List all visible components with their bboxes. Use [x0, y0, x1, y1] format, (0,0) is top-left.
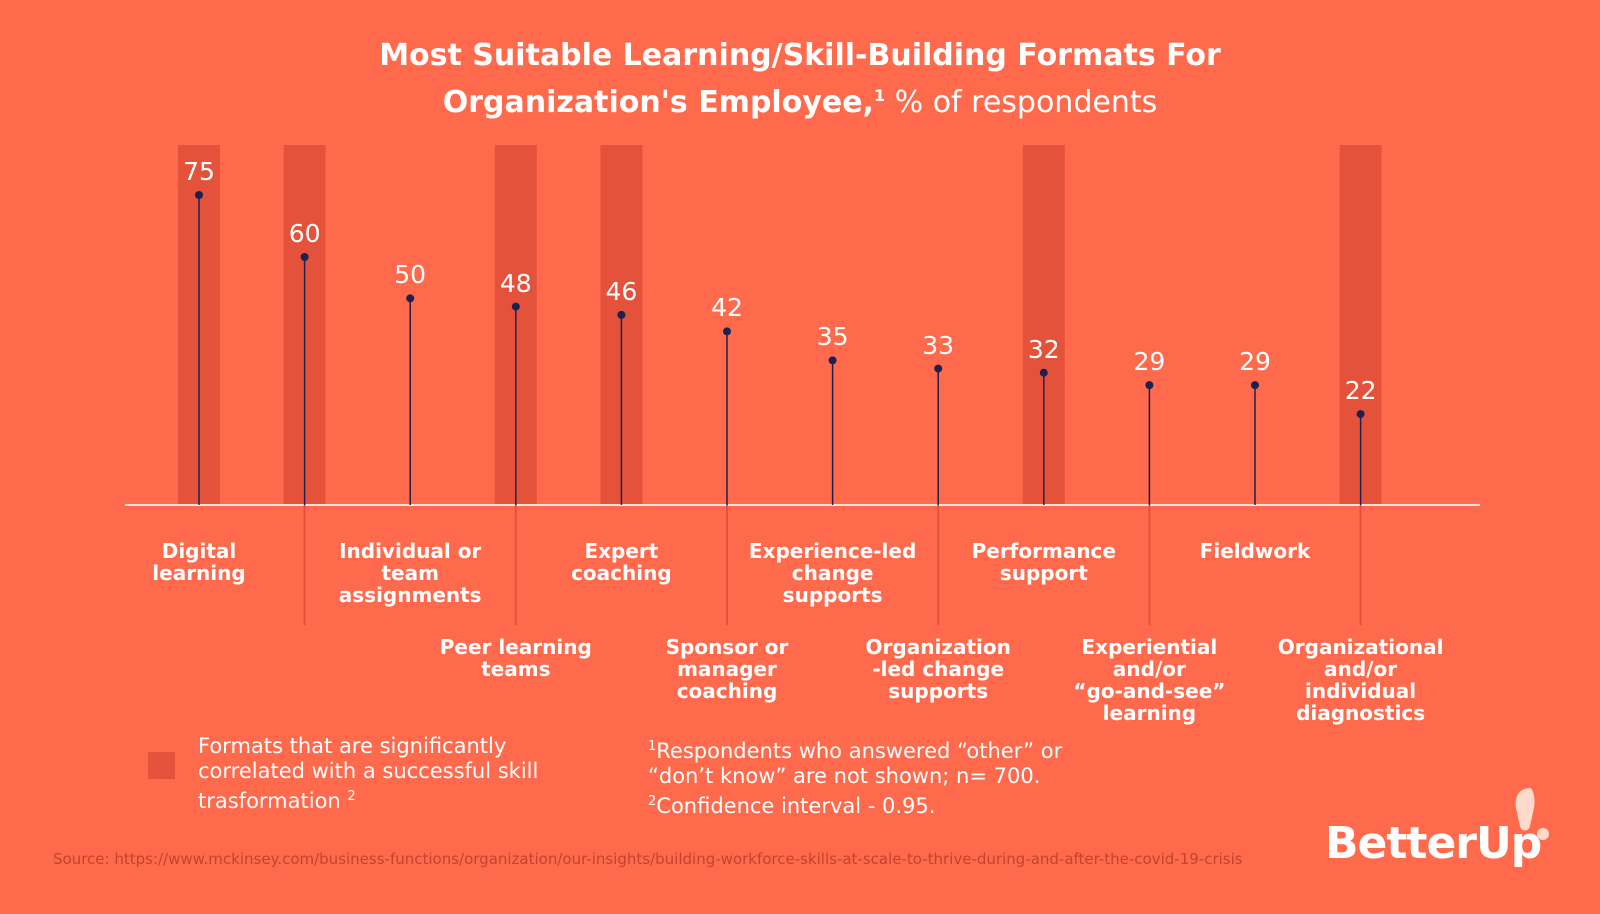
dot [1145, 381, 1154, 390]
category-label: Experience-led change supports [748, 539, 917, 607]
subtitle: % of respondents [894, 85, 1158, 120]
footnotes: 1Respondents who answered “other” or “do… [648, 734, 1128, 819]
category-label: Organization -led change supports [865, 635, 1011, 703]
footnote-text: Respondents who answered “other” or “don… [648, 739, 1063, 788]
legend-label: Formats that are significantly correlate… [198, 734, 539, 813]
dot [1039, 368, 1048, 377]
footnote-text: Confidence interval - 0.95. [656, 794, 936, 818]
value-label: 50 [394, 260, 427, 290]
legend-text: Formats that are significantly correlate… [198, 734, 598, 814]
category-label: Organizational and/or individual diagnos… [1277, 635, 1444, 725]
value-label: 35 [816, 322, 849, 352]
dot [1356, 410, 1365, 419]
dot [934, 364, 943, 373]
value-label: 60 [288, 219, 321, 248]
category-label: Experiential and/or “go-and-see” learnin… [1073, 635, 1226, 725]
dot [511, 302, 520, 311]
footnote: 2Confidence interval - 0.95. [648, 789, 1128, 819]
dot [1251, 381, 1259, 390]
value-label: 29 [1239, 347, 1271, 377]
footnote-mark: 1 [648, 739, 657, 754]
dot [723, 327, 731, 336]
logo-dot [1537, 828, 1549, 840]
footnote: 1Respondents who answered “other” or “do… [648, 734, 1128, 789]
value-label: 42 [711, 293, 743, 323]
value-label: 48 [499, 268, 532, 298]
category-label: Performance support [971, 539, 1116, 585]
category-label: Digital learning [152, 539, 246, 585]
value-label: 75 [183, 157, 215, 186]
value-label: 32 [1027, 334, 1060, 364]
category-label: Expert coaching [571, 539, 672, 585]
category-label: Sponsor or manager coaching [665, 635, 789, 703]
value-label: 46 [605, 276, 638, 306]
category-label: Fieldwork [1199, 539, 1311, 563]
chart-title: Most Suitable Learning/Skill-Building Fo… [379, 38, 1221, 120]
category-label: Individual or team assignments [338, 539, 482, 607]
footnote-mark: 2 [648, 794, 657, 809]
legend-swatch [148, 752, 175, 779]
category-label: Peer learning teams [439, 635, 592, 681]
value-label: 22 [1344, 376, 1377, 406]
logo-mark [1515, 788, 1535, 831]
dot [300, 253, 309, 261]
title: Most Suitable Learning/Skill-Building Fo… [200, 36, 1400, 123]
dot [617, 310, 626, 319]
brand: BetterUp [1325, 818, 1542, 869]
title-note: 1 [873, 86, 886, 105]
dot [828, 356, 837, 365]
dot [406, 294, 415, 303]
legend-note: 2 [347, 789, 356, 804]
source: Source: https://www.mckinsey.com/busines… [53, 850, 1243, 868]
value-label: 33 [922, 330, 955, 360]
dot [195, 191, 203, 199]
value-label: 29 [1133, 347, 1166, 377]
